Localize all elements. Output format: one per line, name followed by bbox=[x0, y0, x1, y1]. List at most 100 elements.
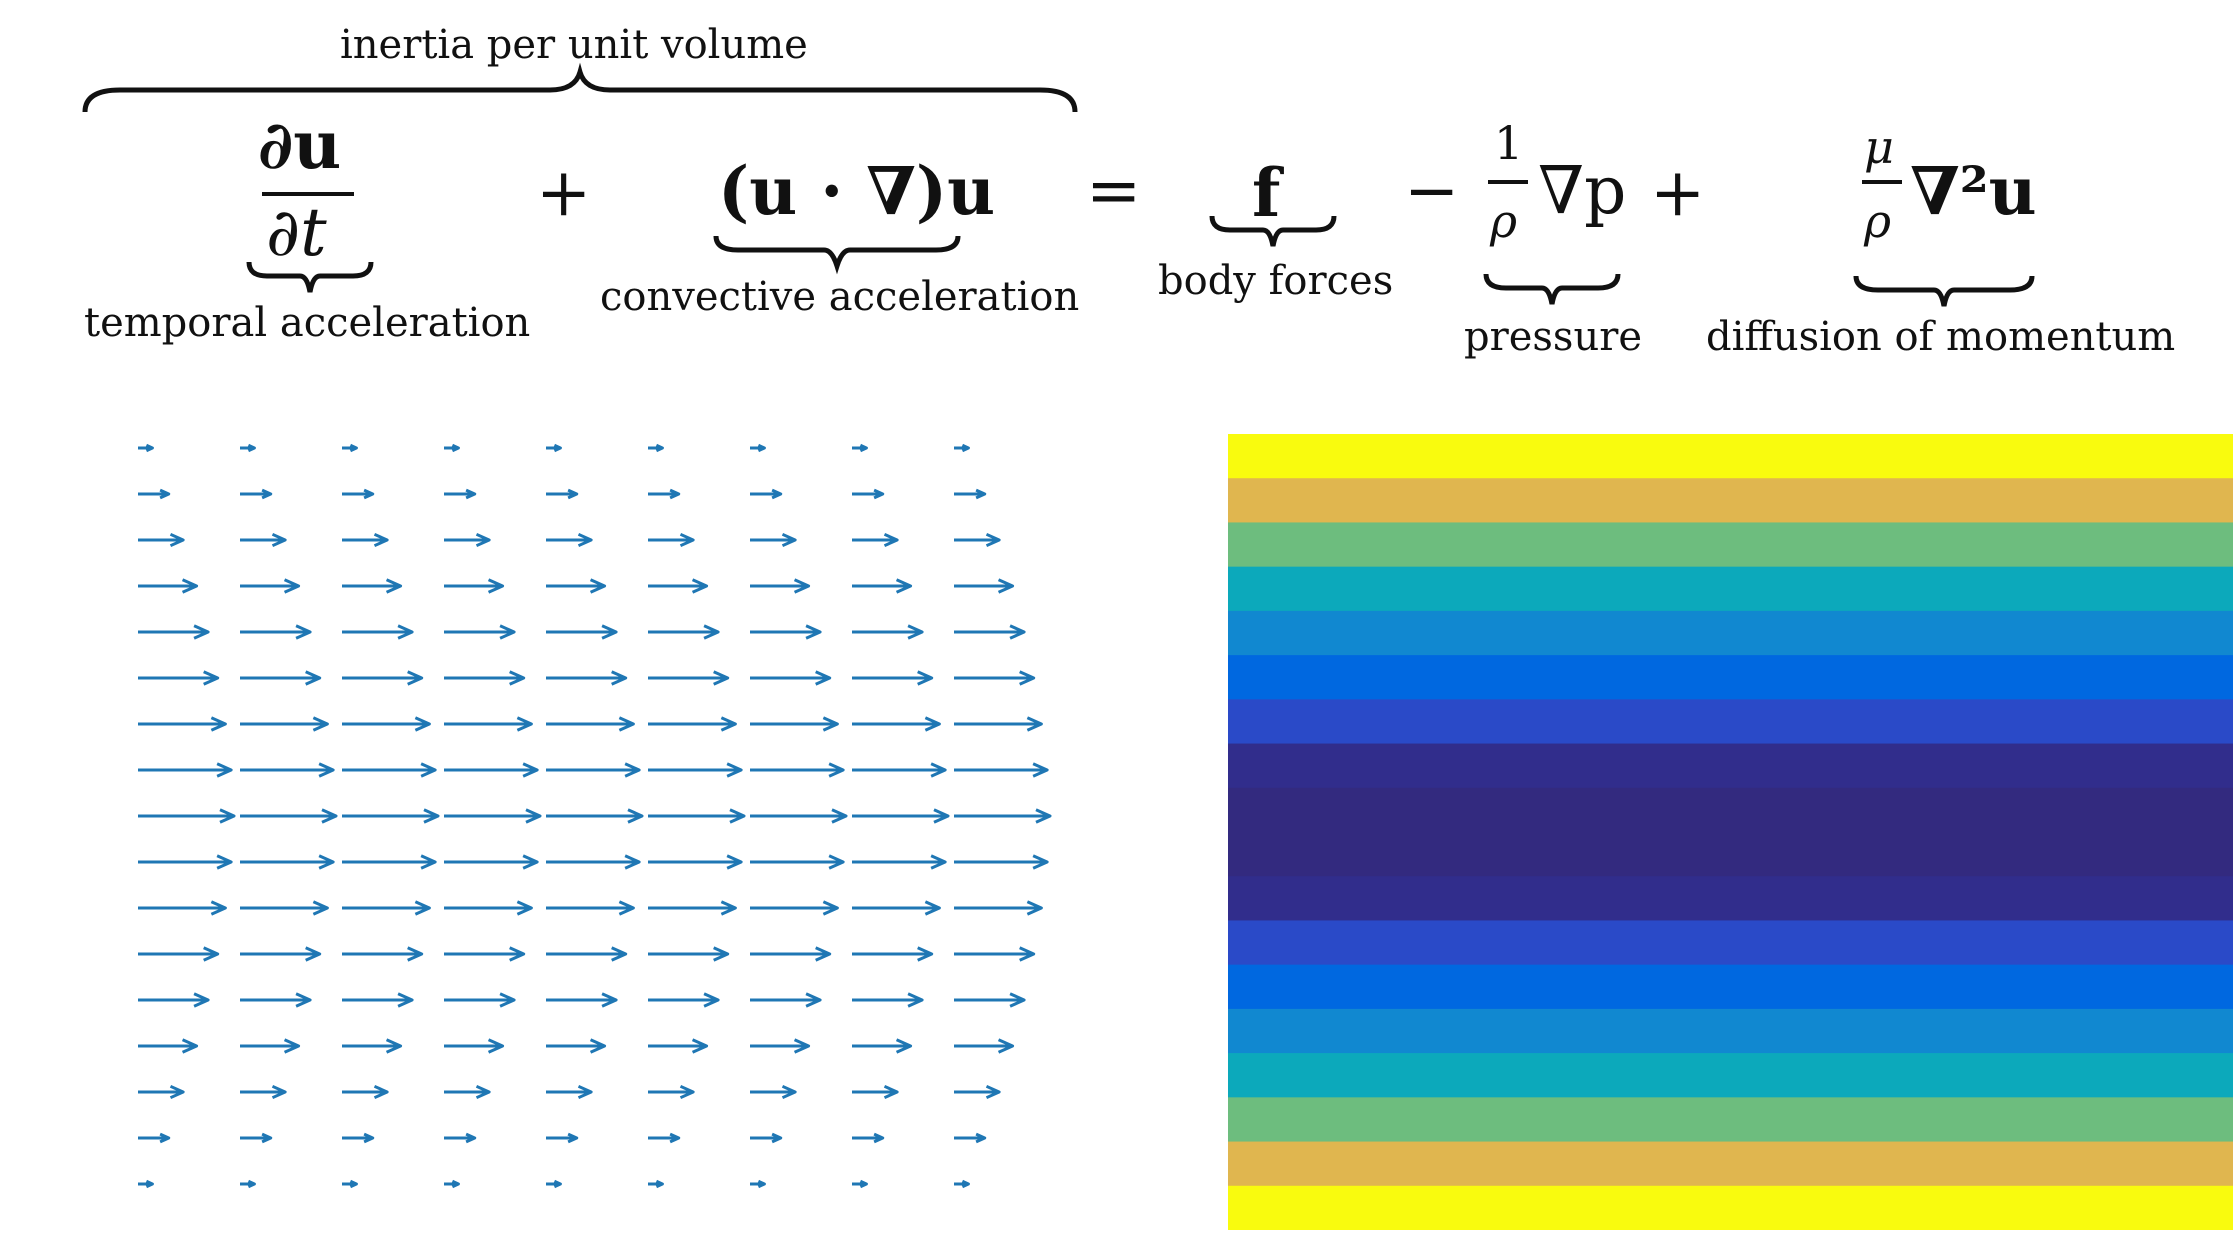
velocity-arrow bbox=[342, 1084, 389, 1100]
velocity-arrow bbox=[138, 854, 233, 870]
velocity-arrow bbox=[648, 900, 737, 916]
velocity-arrow bbox=[342, 716, 431, 732]
velocity-arrow bbox=[444, 946, 526, 962]
velocity-arrow bbox=[648, 488, 681, 500]
velocity-arrow bbox=[954, 443, 970, 453]
convective-expression: (u · ∇)u bbox=[718, 152, 996, 230]
velocity-arrow bbox=[750, 578, 811, 594]
velocity-arrow bbox=[138, 1179, 154, 1189]
diffusion-underbrace bbox=[1853, 275, 2035, 307]
inertia-overbrace bbox=[82, 62, 1078, 113]
heatmap-band bbox=[1228, 964, 2233, 1010]
velocity-arrow bbox=[240, 1038, 301, 1054]
velocity-arrow bbox=[852, 1084, 899, 1100]
velocity-arrow bbox=[750, 808, 848, 824]
diffusion-laplacian: ∇²u bbox=[1910, 152, 2037, 230]
plus-sign-2: + bbox=[1650, 154, 1706, 231]
velocity-arrow bbox=[546, 532, 593, 548]
heatmap-band bbox=[1228, 610, 2233, 656]
velocity-arrow bbox=[954, 1038, 1015, 1054]
temporal-denominator: ∂t bbox=[266, 194, 327, 271]
velocity-arrow bbox=[852, 1179, 868, 1189]
velocity-arrow bbox=[240, 854, 335, 870]
velocity-arrow bbox=[750, 762, 845, 778]
velocity-arrow bbox=[648, 1132, 681, 1144]
velocity-arrow bbox=[852, 532, 899, 548]
velocity-arrow bbox=[648, 1038, 709, 1054]
velocity-arrow bbox=[444, 443, 460, 453]
velocity-arrow bbox=[444, 716, 533, 732]
velocity-arrow bbox=[852, 900, 941, 916]
velocity-arrow bbox=[954, 578, 1015, 594]
velocity-arrow bbox=[546, 854, 641, 870]
temporal-fraction-bar bbox=[262, 192, 354, 196]
velocity-arrow bbox=[750, 1038, 811, 1054]
velocity-arrow bbox=[138, 488, 171, 500]
body-force-label: body forces bbox=[1158, 258, 1394, 304]
velocity-arrow bbox=[342, 992, 414, 1008]
velocity-arrow bbox=[138, 532, 185, 548]
velocity-arrow bbox=[546, 762, 641, 778]
diffusion-denominator: ρ bbox=[1864, 194, 1892, 248]
velocity-arrow bbox=[546, 1179, 562, 1189]
heatmap-band bbox=[1228, 1141, 2233, 1187]
heatmap-band bbox=[1228, 920, 2233, 966]
velocity-arrow bbox=[954, 624, 1026, 640]
velocity-arrow bbox=[240, 1179, 256, 1189]
velocity-arrow bbox=[240, 900, 329, 916]
velocity-arrow bbox=[648, 532, 695, 548]
velocity-arrow bbox=[954, 1179, 970, 1189]
velocity-arrow bbox=[954, 900, 1043, 916]
velocity-arrow bbox=[750, 1179, 766, 1189]
velocity-arrow bbox=[852, 946, 934, 962]
velocity-arrow bbox=[546, 1084, 593, 1100]
temporal-underbrace bbox=[246, 261, 374, 293]
velocity-arrow bbox=[444, 1179, 460, 1189]
velocity-arrow bbox=[546, 1038, 607, 1054]
velocity-arrow bbox=[750, 716, 839, 732]
pressure-label: pressure bbox=[1464, 314, 1643, 360]
velocity-quiver-plot bbox=[138, 443, 1052, 1189]
body-force-expression: f bbox=[1252, 154, 1281, 232]
velocity-arrow bbox=[342, 946, 424, 962]
velocity-arrow bbox=[852, 1132, 885, 1144]
velocity-arrow bbox=[852, 443, 868, 453]
pressure-underbrace bbox=[1483, 273, 1621, 305]
velocity-arrow bbox=[852, 716, 941, 732]
velocity-arrow bbox=[954, 1132, 987, 1144]
velocity-arrow bbox=[342, 578, 403, 594]
velocity-arrow bbox=[138, 624, 210, 640]
velocity-arrow bbox=[852, 488, 885, 500]
velocity-arrow bbox=[648, 443, 664, 453]
velocity-arrow bbox=[648, 670, 730, 686]
velocity-arrow bbox=[342, 900, 431, 916]
velocity-arrow bbox=[750, 670, 832, 686]
heatmap-band bbox=[1228, 876, 2233, 921]
velocity-arrow bbox=[444, 578, 505, 594]
velocity-arrow bbox=[240, 762, 335, 778]
velocity-arrow bbox=[240, 808, 338, 824]
velocity-arrow bbox=[750, 1084, 797, 1100]
velocity-arrow bbox=[648, 992, 720, 1008]
velocity-arrow bbox=[750, 488, 783, 500]
velocity-arrow bbox=[954, 992, 1026, 1008]
velocity-arrow bbox=[240, 488, 273, 500]
velocity-arrow bbox=[852, 992, 924, 1008]
velocity-arrow bbox=[240, 716, 329, 732]
velocity-heatmap bbox=[1228, 434, 2233, 1230]
velocity-arrow bbox=[750, 900, 839, 916]
minus-sign: − bbox=[1404, 152, 1460, 229]
equals-sign: = bbox=[1086, 152, 1142, 229]
heatmap-band bbox=[1228, 1097, 2233, 1143]
velocity-arrow bbox=[240, 670, 322, 686]
velocity-arrow bbox=[444, 624, 516, 640]
heatmap-band bbox=[1228, 478, 2233, 523]
velocity-arrow bbox=[240, 532, 287, 548]
velocity-arrow bbox=[954, 946, 1036, 962]
velocity-arrow bbox=[546, 900, 635, 916]
velocity-arrow bbox=[546, 808, 644, 824]
velocity-arrow bbox=[546, 1132, 579, 1144]
velocity-arrow bbox=[444, 1132, 477, 1144]
pressure-fraction-bar bbox=[1488, 180, 1528, 184]
inertia-label: inertia per unit volume bbox=[340, 22, 808, 68]
